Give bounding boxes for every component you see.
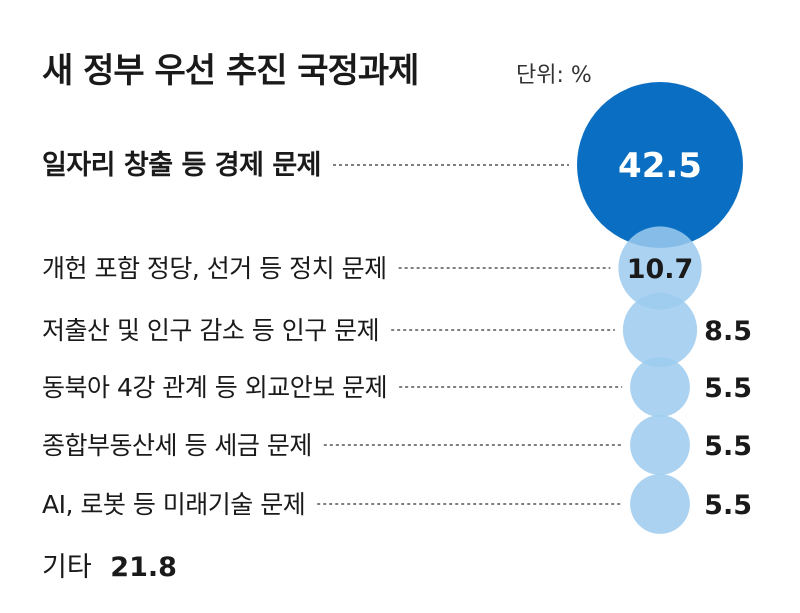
- value-label-4: 5.5: [704, 373, 752, 404]
- value-label-2: 10.7: [627, 254, 694, 285]
- bubble-6: [630, 474, 690, 534]
- other-value: 21.8: [110, 552, 177, 583]
- other-row: 기타 21.8: [42, 552, 177, 583]
- category-label-3: 저출산 및 인구 감소 등 인구 문제: [42, 316, 379, 345]
- chart-unit: 단위: %: [516, 63, 592, 88]
- category-label-4: 동북아 4강 관계 등 외교안보 문제: [42, 373, 387, 402]
- value-label-3: 8.5: [704, 316, 752, 347]
- category-label-6: AI, 로봇 등 미래기술 문제: [42, 490, 305, 519]
- value-label-1: 42.5: [618, 146, 702, 186]
- value-label-5: 5.5: [704, 431, 752, 462]
- row-group: 일자리 창출 등 경제 문제 42.5 개헌 포함 정당, 선거 등 정치 문제 10…: [42, 146, 752, 521]
- bubble-1: [577, 82, 743, 248]
- category-label-2: 개헌 포함 정당, 선거 등 정치 문제: [42, 254, 387, 283]
- other-label: 기타: [42, 552, 92, 583]
- bubble-4: [630, 357, 690, 417]
- category-label-1: 일자리 창출 등 경제 문제: [42, 150, 321, 181]
- bubble-5: [630, 415, 690, 475]
- value-label-6: 5.5: [704, 490, 752, 521]
- chart-title: 새 정부 우선 추진 국정과제: [42, 51, 418, 91]
- category-label-5: 종합부동산세 등 세금 문제: [42, 431, 312, 460]
- bubble-2: [618, 226, 702, 310]
- bubble-3: [622, 292, 698, 368]
- bubble-group: [577, 82, 743, 534]
